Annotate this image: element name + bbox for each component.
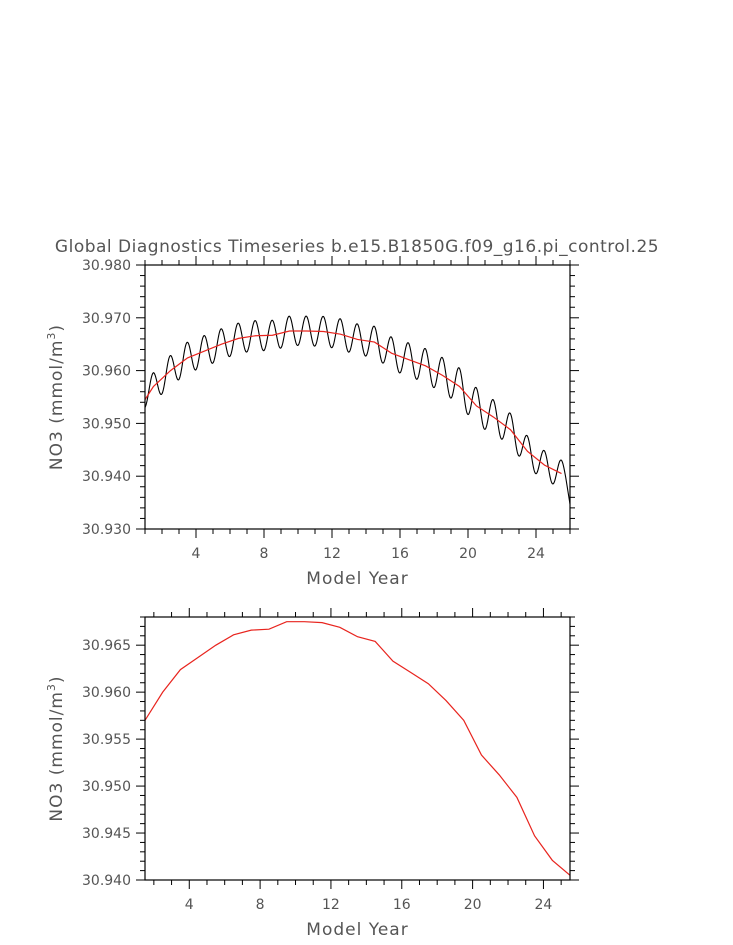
annual-mean-point [187, 357, 188, 358]
annual-mean-point [238, 338, 239, 339]
annual-mean-point [304, 621, 305, 622]
annual-mean-point [392, 661, 393, 662]
annual-mean-point [153, 386, 154, 387]
y-tick-label: 30.950 [82, 416, 131, 432]
series-monthly-line [145, 315, 570, 505]
annual-mean-point [357, 339, 358, 340]
annual-mean-point [221, 344, 222, 345]
x-tick-label: 24 [535, 897, 553, 913]
annual-mean-point [375, 641, 376, 642]
annual-mean-point [463, 720, 464, 721]
x-tick-label: 16 [393, 897, 411, 913]
x-tick-label: 4 [192, 546, 201, 562]
y-tick-label: 30.965 [82, 638, 131, 654]
annual-mean-point [442, 375, 443, 376]
annual-mean-point [251, 630, 252, 631]
annual-mean-point [289, 330, 290, 331]
x-axis-title: Model Year [306, 569, 408, 589]
annual-mean-point [180, 669, 181, 670]
y-tick-label: 30.960 [82, 685, 131, 701]
annual-mean-point [323, 331, 324, 332]
y-tick-label: 30.930 [82, 522, 131, 538]
x-axis-title: Model Year [306, 920, 408, 940]
annual-mean-point [527, 451, 528, 452]
annual-mean-point [162, 692, 163, 693]
y-tick-label: 30.970 [82, 311, 131, 327]
annual-mean-point [408, 359, 409, 360]
annual-mean-point [410, 672, 411, 673]
annual-mean-point [516, 797, 517, 798]
x-tick-label: 12 [322, 897, 340, 913]
annual-mean-point [272, 335, 273, 336]
annual-mean-point [552, 860, 553, 861]
annual-mean-point [340, 334, 341, 335]
annual-mean-point [544, 465, 545, 466]
annual-mean-point [481, 754, 482, 755]
annual-mean-point [198, 657, 199, 658]
y-axis-title: NO3 (mmol/m3) [45, 675, 67, 821]
annual-mean-point [286, 621, 287, 622]
plot-frame [144, 264, 571, 530]
series-annual-mean-line [145, 330, 562, 475]
annual-mean-point [428, 683, 429, 684]
x-tick-label: 24 [527, 546, 545, 562]
chart-2: 30.940 30.945 30.950 30.955 30.960 30.965 4 8 12… [45, 608, 579, 940]
annual-mean-point [357, 636, 358, 637]
annual-mean-point [204, 350, 205, 351]
annual-mean-point [170, 370, 171, 371]
x-tick-label: 12 [323, 546, 341, 562]
annual-mean-point [374, 341, 375, 342]
annual-mean-point [215, 645, 216, 646]
x-tick-label: 16 [391, 546, 409, 562]
y-tick-label: 30.980 [82, 258, 131, 274]
x-tick-label: 4 [185, 897, 194, 913]
annual-mean-point [493, 416, 494, 417]
x-tick-label: 20 [459, 546, 477, 562]
series-annual-mean-line [145, 621, 570, 876]
annual-mean-point [499, 774, 500, 775]
annual-mean-point [561, 473, 562, 474]
x-tick-label: 8 [260, 546, 269, 562]
annual-mean-point [425, 365, 426, 366]
annual-mean-point [445, 700, 446, 701]
annual-mean-point [476, 405, 477, 406]
annual-mean-point [339, 627, 340, 628]
x-tick-label: 8 [256, 897, 265, 913]
chart-1: 30.930 30.940 30.950 30.960 30.970 30.980 4 8 12… [45, 237, 659, 589]
annual-mean-point [321, 622, 322, 623]
y-tick-label: 30.960 [82, 364, 131, 380]
annual-mean-point [233, 634, 234, 635]
y-tick-label: 30.945 [82, 826, 131, 842]
y-tick-label: 30.955 [82, 732, 131, 748]
annual-mean-point [459, 386, 460, 387]
chart-title: Global Diagnostics Timeseries b.e15.B185… [55, 237, 659, 257]
annual-mean-point [391, 353, 392, 354]
annual-mean-point [534, 835, 535, 836]
annual-mean-point [510, 429, 511, 430]
plot-frame [144, 616, 571, 881]
y-tick-label: 30.950 [82, 779, 131, 795]
y-axis-title: NO3 (mmol/m3) [45, 324, 67, 470]
y-tick-label: 30.940 [82, 469, 131, 485]
annual-mean-point [255, 335, 256, 336]
x-tick-label: 20 [464, 897, 482, 913]
annual-mean-point [268, 629, 269, 630]
y-tick-label: 30.940 [82, 873, 131, 889]
annual-mean-point [306, 330, 307, 331]
